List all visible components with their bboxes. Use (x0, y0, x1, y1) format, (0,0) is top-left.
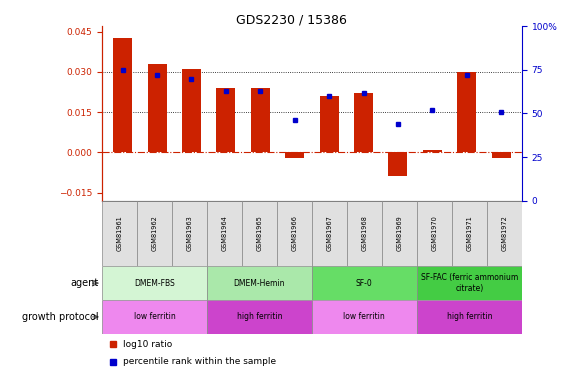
Bar (347, 201, 382, 266)
Text: high ferritin: high ferritin (237, 312, 282, 321)
Text: low ferritin: low ferritin (343, 312, 385, 321)
Bar (207, 300, 312, 334)
Text: log10 ratio: log10 ratio (123, 340, 172, 349)
Bar (102, 201, 137, 266)
Bar (417, 201, 452, 266)
Bar (207, 201, 242, 266)
Bar (102, 266, 207, 300)
Text: GSM81962: GSM81962 (152, 216, 157, 251)
Bar (491, 152, 511, 158)
Text: SF-0: SF-0 (356, 279, 373, 288)
Text: GSM81969: GSM81969 (396, 216, 402, 251)
Bar (216, 88, 236, 152)
Text: GSM81963: GSM81963 (187, 216, 192, 251)
Bar (137, 201, 172, 266)
Text: GSM81967: GSM81967 (326, 216, 332, 251)
Bar (172, 201, 207, 266)
Bar (285, 152, 304, 158)
Text: GSM81968: GSM81968 (361, 216, 367, 251)
Text: GSM81971: GSM81971 (466, 216, 472, 251)
Text: percentile rank within the sample: percentile rank within the sample (123, 357, 276, 366)
Text: GSM81970: GSM81970 (431, 216, 437, 251)
Text: GSM81961: GSM81961 (117, 216, 122, 251)
Bar (423, 150, 442, 152)
Bar (312, 201, 347, 266)
Text: low ferritin: low ferritin (134, 312, 175, 321)
Bar (242, 201, 277, 266)
Bar (312, 300, 417, 334)
Bar (102, 300, 207, 334)
Bar (382, 201, 417, 266)
Bar (457, 72, 476, 152)
Bar (182, 69, 201, 152)
Text: GSM81965: GSM81965 (257, 216, 262, 251)
Text: DMEM-FBS: DMEM-FBS (134, 279, 175, 288)
Text: growth protocol: growth protocol (23, 312, 99, 322)
Bar (277, 201, 312, 266)
Text: GSM81972: GSM81972 (501, 216, 507, 251)
Bar (388, 152, 408, 177)
Text: GDS2230 / 15386: GDS2230 / 15386 (236, 13, 347, 26)
Bar (354, 93, 373, 152)
Text: SF-FAC (ferric ammonium
citrate): SF-FAC (ferric ammonium citrate) (421, 273, 518, 293)
Text: high ferritin: high ferritin (447, 312, 492, 321)
Bar (319, 96, 339, 152)
Text: DMEM-Hemin: DMEM-Hemin (234, 279, 285, 288)
Bar (417, 300, 522, 334)
Bar (487, 201, 522, 266)
Text: GSM81966: GSM81966 (292, 216, 297, 251)
Bar (251, 88, 270, 152)
Bar (452, 201, 487, 266)
Text: agent: agent (71, 278, 99, 288)
Bar (417, 266, 522, 300)
Bar (312, 266, 417, 300)
Bar (113, 38, 132, 152)
Text: GSM81964: GSM81964 (222, 216, 227, 251)
Bar (207, 266, 312, 300)
Bar (147, 64, 167, 152)
